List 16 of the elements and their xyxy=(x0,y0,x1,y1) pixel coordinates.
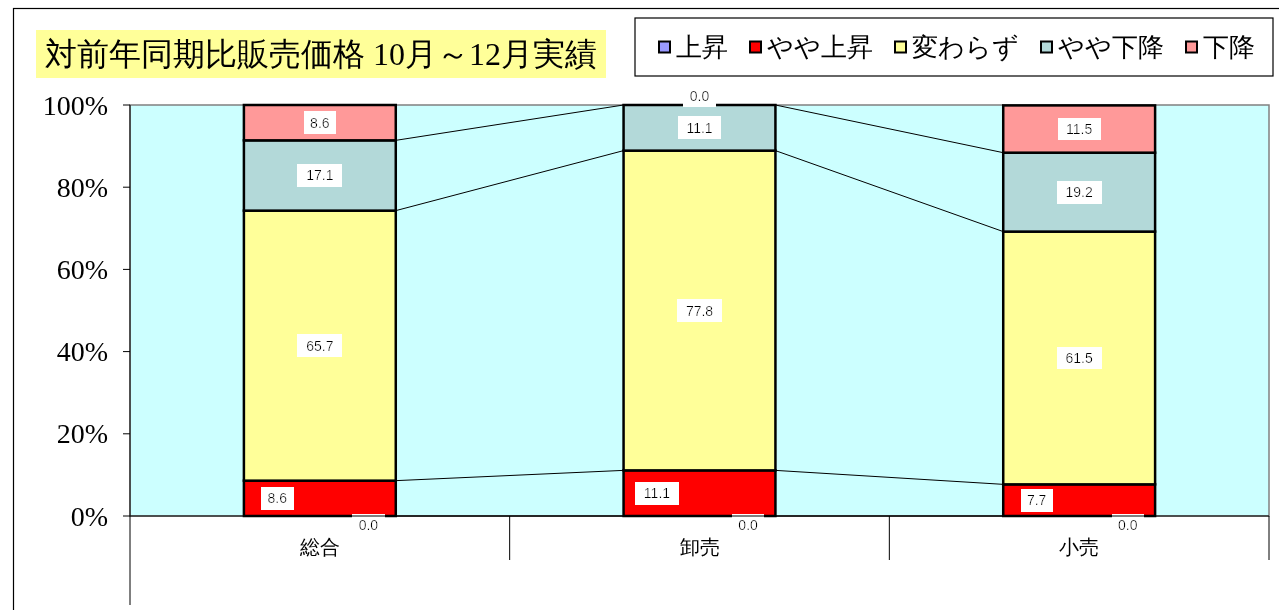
legend-label: やや上昇 xyxy=(767,32,873,62)
x-tick-label: 総合 xyxy=(298,536,340,558)
title: 対前年同期比販売価格 10月～12月実績 xyxy=(36,30,606,78)
y-tick-label: 40% xyxy=(56,336,108,368)
y-tick-label: 100% xyxy=(42,89,108,121)
legend-label: 下降 xyxy=(1203,32,1255,62)
legend-label: 上昇 xyxy=(676,32,728,62)
chart-title: 対前年同期比販売価格 10月～12月実績 xyxy=(45,36,597,72)
x-tick-label: 小売 xyxy=(1059,536,1100,558)
legend-label: やや下降 xyxy=(1058,32,1164,62)
legend-label: 変わらず xyxy=(912,32,1019,62)
y-tick-label: 20% xyxy=(56,418,108,450)
x-tick-label: 卸売 xyxy=(679,536,720,558)
y-tick-label: 60% xyxy=(56,253,108,285)
y-tick-label: 0% xyxy=(70,500,108,532)
y-tick-label: 80% xyxy=(56,171,108,203)
